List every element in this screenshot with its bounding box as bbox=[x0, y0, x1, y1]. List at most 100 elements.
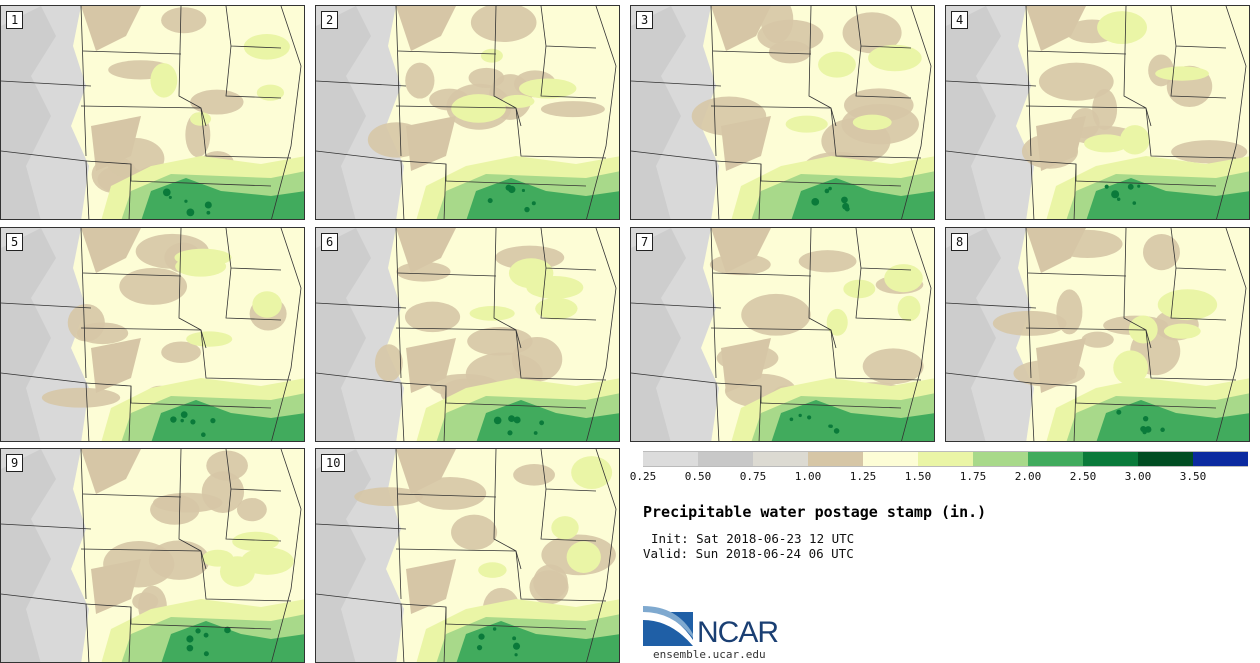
stamp-map bbox=[1, 6, 304, 219]
wet-spot bbox=[824, 188, 830, 194]
light-green-patch bbox=[241, 547, 294, 575]
state-boundary bbox=[1027, 272, 1127, 277]
stamp-panel: 6 bbox=[315, 227, 620, 442]
state-boundary bbox=[397, 50, 497, 55]
state-boundary bbox=[178, 228, 202, 331]
state-boundary bbox=[316, 523, 407, 530]
state-boundary bbox=[397, 272, 497, 277]
state-boundary bbox=[443, 606, 447, 662]
wet-core bbox=[1086, 178, 1249, 219]
dry-region bbox=[316, 228, 371, 441]
stamp-panel: 3 bbox=[630, 5, 935, 220]
light-green-patch bbox=[451, 94, 506, 123]
state-boundary bbox=[515, 550, 607, 602]
state-boundary bbox=[1, 80, 92, 87]
stamp-panel: 4 bbox=[945, 5, 1250, 220]
state-boundary bbox=[830, 107, 922, 159]
logo-url: ensemble.ucar.edu bbox=[653, 648, 766, 661]
state-boundary bbox=[855, 267, 912, 321]
state-boundary bbox=[586, 449, 617, 662]
tan-patch bbox=[768, 40, 812, 64]
wet-core bbox=[771, 400, 934, 441]
stamp-map bbox=[1, 449, 304, 662]
wet-spot bbox=[1137, 184, 1141, 188]
light-green-patch bbox=[571, 456, 613, 489]
state-boundary bbox=[1, 302, 92, 309]
stamp-map bbox=[316, 6, 619, 219]
stamp-number: 7 bbox=[636, 233, 654, 251]
tan-patch bbox=[81, 228, 141, 273]
state-boundary bbox=[830, 329, 922, 381]
tan-patch bbox=[81, 449, 141, 494]
stamp-number: 4 bbox=[951, 11, 969, 29]
tan-patch bbox=[470, 6, 537, 42]
state-boundary bbox=[443, 163, 447, 219]
tan-patch bbox=[721, 338, 771, 393]
tan-patch bbox=[374, 344, 403, 382]
tan-patch bbox=[236, 497, 267, 522]
tan-patch bbox=[862, 348, 924, 385]
state-boundary bbox=[1170, 267, 1227, 321]
colorbar-segment bbox=[1083, 452, 1138, 466]
wet-core bbox=[466, 178, 619, 219]
state-boundary bbox=[1027, 50, 1127, 55]
wet-spot bbox=[476, 644, 483, 651]
wet-spot bbox=[186, 635, 194, 643]
dry-region bbox=[946, 228, 1001, 441]
wet-spot bbox=[524, 206, 530, 213]
wet-spot bbox=[539, 420, 545, 426]
state-boundary bbox=[1216, 6, 1247, 219]
tan-patch bbox=[1056, 289, 1083, 335]
state-boundary bbox=[225, 45, 282, 99]
wet-spot bbox=[508, 415, 515, 423]
wet-spot bbox=[201, 432, 206, 438]
wet-spot bbox=[492, 627, 497, 631]
colorbar-tick-label: 3.00 bbox=[1124, 470, 1152, 483]
stamp-number: 5 bbox=[6, 233, 24, 251]
colorbar-tick-label: 3.50 bbox=[1179, 470, 1207, 483]
stamp-number: 3 bbox=[636, 11, 654, 29]
wet-spot bbox=[204, 201, 212, 209]
wet-spot bbox=[844, 206, 850, 212]
light-green-patch bbox=[535, 297, 578, 320]
state-boundary bbox=[855, 45, 912, 99]
dry-region bbox=[316, 6, 371, 219]
colorbar-segment bbox=[918, 452, 973, 466]
state-boundary bbox=[946, 80, 1037, 87]
state-boundary bbox=[225, 488, 282, 542]
tan-patch bbox=[405, 62, 435, 99]
tan-patch bbox=[396, 6, 456, 51]
tan-patch bbox=[161, 341, 201, 363]
light-green-patch bbox=[202, 549, 234, 567]
colorbar-segment bbox=[698, 452, 753, 466]
tan-patch bbox=[529, 570, 569, 605]
colorbar-segment bbox=[1193, 452, 1248, 466]
light-green-patch bbox=[785, 115, 828, 133]
state-boundary bbox=[1145, 329, 1237, 381]
valid-time: Valid: Sun 2018-06-24 06 UTC bbox=[643, 546, 854, 561]
light-green-patch bbox=[826, 308, 848, 336]
chart-title: Precipitable water postage stamp (in.) bbox=[643, 503, 987, 521]
state-boundary bbox=[493, 6, 517, 109]
light-green-patch bbox=[868, 44, 922, 72]
light-green-patch bbox=[1128, 315, 1158, 344]
state-boundary bbox=[1073, 163, 1077, 219]
state-boundary bbox=[443, 385, 447, 441]
state-boundary bbox=[712, 50, 812, 55]
stamp-panel: 2 bbox=[315, 5, 620, 220]
tan-patch bbox=[711, 228, 771, 273]
dry-region bbox=[1, 228, 56, 441]
state-boundary bbox=[515, 107, 607, 159]
init-time: Init: Sat 2018-06-23 12 UTC bbox=[651, 531, 855, 546]
state-boundary bbox=[515, 329, 607, 381]
light-green-patch bbox=[252, 291, 282, 318]
stamp-panel: 8 bbox=[945, 227, 1250, 442]
wet-spot bbox=[1127, 183, 1134, 190]
wet-core bbox=[141, 178, 304, 219]
state-boundary bbox=[1145, 107, 1237, 159]
wet-spot bbox=[210, 418, 216, 424]
tan-patch bbox=[81, 6, 141, 51]
wet-spot bbox=[186, 644, 194, 652]
light-green-patch bbox=[1155, 66, 1209, 81]
tan-patch bbox=[91, 116, 141, 171]
